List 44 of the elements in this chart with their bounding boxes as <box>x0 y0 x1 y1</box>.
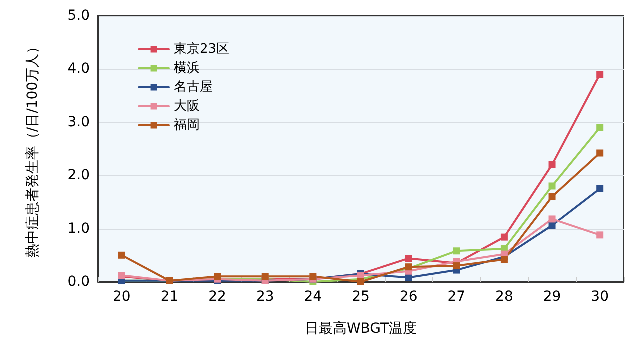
x-tick-label: 20 <box>112 289 131 305</box>
point <box>214 273 222 280</box>
y-tick-label: 3.0 <box>68 114 90 130</box>
point <box>310 273 317 280</box>
point <box>596 71 604 78</box>
point <box>453 262 460 270</box>
point <box>453 248 460 255</box>
x-tick-label: 24 <box>304 289 322 305</box>
point <box>596 232 604 239</box>
legend-label: 東京23区 <box>174 42 230 57</box>
x-tick-label: 26 <box>400 289 418 305</box>
x-axis-title: 日最高WBGT温度 <box>304 321 418 337</box>
point <box>548 216 556 223</box>
y-tick-label: 2.0 <box>68 168 90 184</box>
point <box>548 161 556 168</box>
x-tick-label: 22 <box>208 289 226 305</box>
x-tick-label: 27 <box>448 289 466 305</box>
point <box>548 222 556 230</box>
legend-label: 福岡 <box>174 118 200 133</box>
point <box>596 150 604 157</box>
y-axis-title: 熱中症患者発生率（/日/100万人） <box>25 40 41 258</box>
legend-label: 横浜 <box>174 61 200 76</box>
x-tick-label: 29 <box>543 289 562 305</box>
point <box>596 124 604 132</box>
point <box>118 252 126 259</box>
x-tick-label: 30 <box>591 289 610 305</box>
legend-label: 名古屋 <box>174 80 213 95</box>
point <box>548 182 556 190</box>
y-tick-label: 5.0 <box>68 8 90 24</box>
x-tick-label: 28 <box>496 289 514 305</box>
legend-label: 大阪 <box>174 99 200 114</box>
x-tick-label: 23 <box>256 289 274 305</box>
x-tick-label: 21 <box>160 289 179 305</box>
point <box>596 185 604 192</box>
point <box>405 255 412 262</box>
point <box>358 278 364 286</box>
y-tick-label: 1.0 <box>68 220 90 237</box>
point <box>548 193 556 200</box>
y-tick-label: 0.0 <box>68 274 90 290</box>
x-tick-label: 25 <box>352 289 370 305</box>
point <box>500 234 508 241</box>
point <box>262 273 269 280</box>
y-tick-label: 4.0 <box>68 61 90 78</box>
point <box>500 256 508 264</box>
